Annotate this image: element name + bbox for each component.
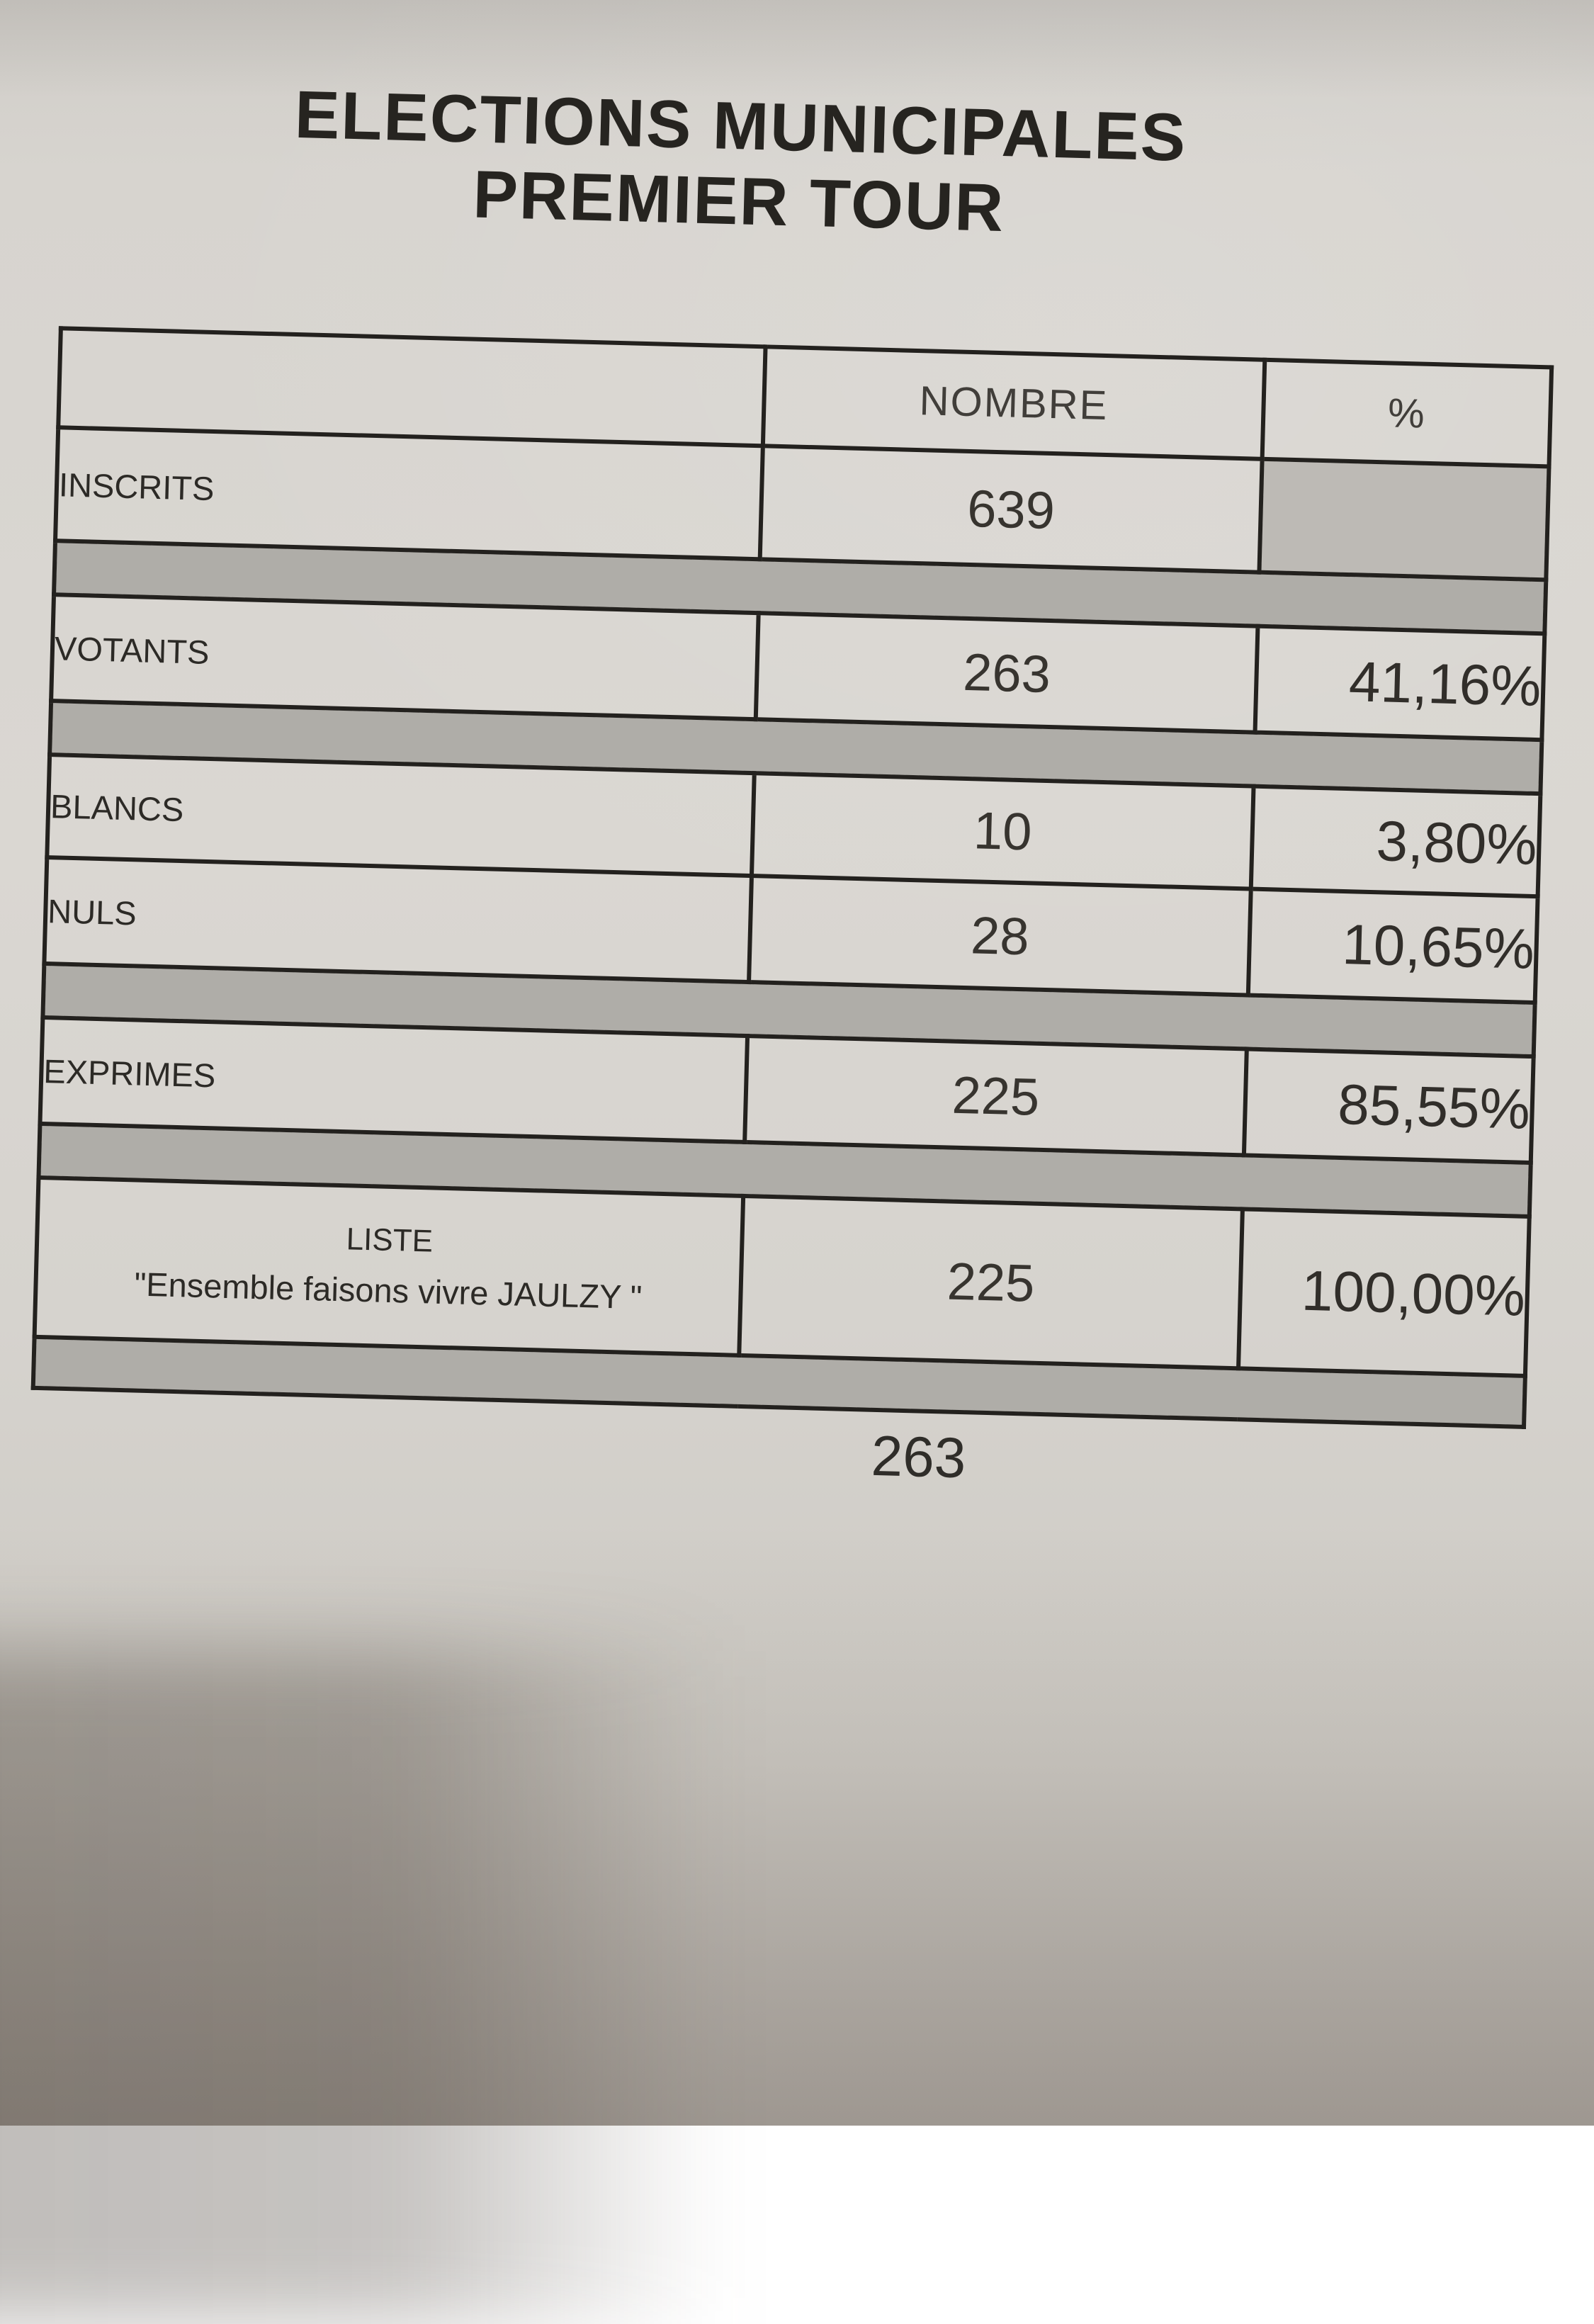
election-results-table: NOMBRE % INSCRITS 639 VOTANTS 263 <box>31 326 1554 1429</box>
blancs-count: 10 <box>751 773 1254 889</box>
column-header-nombre: NOMBRE <box>762 346 1265 459</box>
bottom-shadow-overlay <box>0 1523 1594 2126</box>
liste-label-line2: "Ensemble faisons vivre JAULZY " <box>133 1265 643 1316</box>
liste-percent: 100,00% <box>1238 1209 1530 1376</box>
exprimes-percent: 85,55% <box>1243 1049 1534 1163</box>
exprimes-count: 225 <box>745 1036 1247 1156</box>
header-blank-cell <box>58 328 766 446</box>
inscrits-count: 639 <box>759 446 1262 572</box>
results-table-container: NOMBRE % INSCRITS 639 VOTANTS 263 <box>31 326 1554 1429</box>
nuls-label: NULS <box>44 857 752 983</box>
liste-label-line1: LISTE <box>346 1222 434 1259</box>
footer-total-votants: 263 <box>870 1423 967 1490</box>
votants-percent: 41,16% <box>1255 626 1545 740</box>
exprimes-label: EXPRIMES <box>40 1017 748 1142</box>
nuls-percent: 10,65% <box>1248 889 1538 1003</box>
inscrits-percent-shaded-cell <box>1259 458 1549 580</box>
nuls-count: 28 <box>749 876 1251 995</box>
blancs-label: BLANCS <box>47 755 754 876</box>
blancs-percent: 3,80% <box>1250 786 1541 897</box>
liste-label-cell: LISTE "Ensemble faisons vivre JAULZY " <box>34 1177 744 1355</box>
inscrits-label: INSCRITS <box>55 427 763 560</box>
column-header-percent: % <box>1262 359 1552 467</box>
top-shadow-overlay <box>0 0 1594 99</box>
votants-count: 263 <box>755 613 1258 733</box>
liste-count: 225 <box>739 1195 1243 1369</box>
votants-label: VOTANTS <box>51 594 759 720</box>
